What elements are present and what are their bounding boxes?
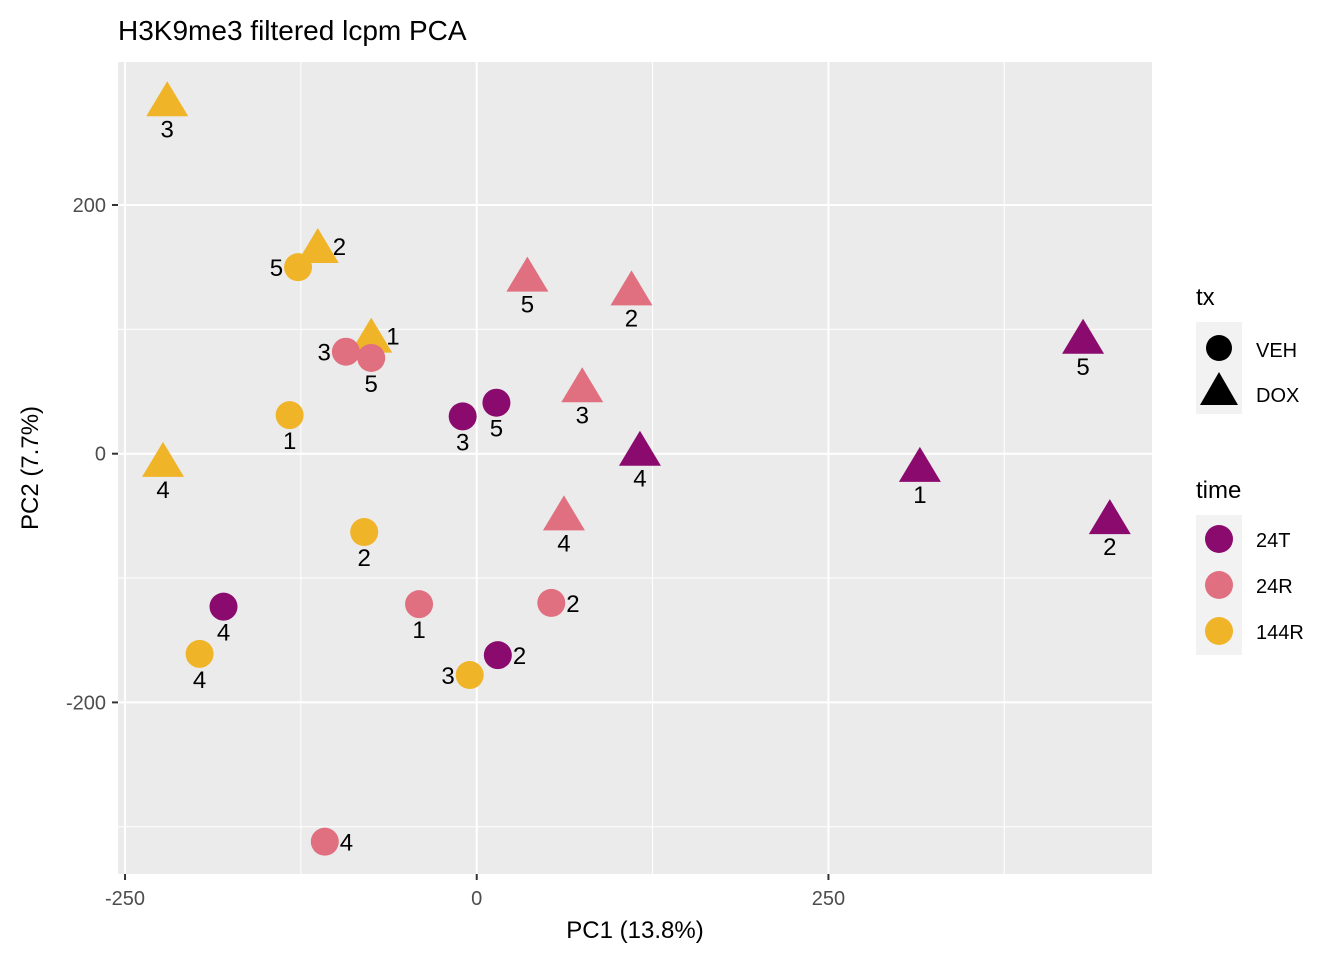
chart-title: H3K9me3 filtered lcpm PCA — [118, 15, 467, 46]
point-veh-144r — [275, 401, 304, 430]
plot-panel — [118, 62, 1152, 874]
point-veh-24r — [357, 343, 386, 372]
point-label: 4 — [557, 530, 570, 557]
point-label: 5 — [1076, 354, 1089, 381]
legend-144r-label: 144R — [1256, 622, 1304, 644]
point-dox-24t — [1062, 318, 1105, 354]
x-axis: -250 0 250 — [105, 874, 845, 910]
point-label: 1 — [283, 428, 296, 455]
legend-24r-label: 24R — [1256, 576, 1293, 598]
point-veh-24r — [310, 827, 339, 856]
point-label: 1 — [913, 482, 926, 509]
legend-tx-title: tx — [1196, 284, 1215, 311]
legend-veh-label: VEH — [1256, 340, 1297, 362]
point-label: 4 — [193, 667, 206, 694]
y-tick-label: 200 — [73, 195, 106, 217]
point-label: 5 — [490, 416, 503, 443]
point-dox-144r — [296, 228, 339, 264]
point-label: 1 — [386, 324, 399, 351]
x-tick-label: -250 — [105, 888, 145, 910]
legend-24r-swatch — [1205, 571, 1233, 599]
y-tick-label: -200 — [66, 692, 106, 714]
data-points — [142, 81, 1131, 856]
legend-dox-label: DOX — [1256, 385, 1299, 407]
point-dox-24t — [898, 446, 941, 482]
point-veh-144r — [350, 518, 379, 547]
point-veh-24r — [405, 590, 434, 619]
point-label: 3 — [456, 429, 469, 456]
point-dox-144r — [142, 441, 185, 477]
point-label: 4 — [340, 830, 353, 857]
point-veh-24t — [209, 592, 238, 621]
point-label: 4 — [156, 477, 169, 504]
x-tick-label: 0 — [471, 888, 482, 910]
point-label: 3 — [441, 663, 454, 690]
point-dox-24r — [542, 495, 585, 531]
point-dox-24r — [561, 367, 604, 403]
legend-144r-swatch — [1205, 617, 1233, 645]
point-dox-144r — [350, 317, 393, 353]
point-label: 1 — [412, 617, 425, 644]
point-veh-24r — [331, 337, 360, 366]
legend-veh-circle-icon — [1206, 335, 1232, 361]
point-dox-24r — [610, 270, 653, 306]
point-label: 2 — [625, 305, 638, 332]
point-veh-24t — [483, 641, 512, 670]
point-label: 2 — [333, 234, 346, 261]
y-axis: -200 0 200 — [66, 195, 118, 714]
point-label: 2 — [1103, 534, 1116, 561]
point-dox-24r — [506, 256, 549, 292]
x-tick-label: 250 — [812, 888, 845, 910]
legend-24t-label: 24T — [1256, 530, 1290, 552]
point-label: 5 — [270, 255, 283, 282]
point-label: 3 — [318, 340, 331, 367]
point-label: 2 — [358, 545, 371, 572]
point-veh-144r — [284, 253, 313, 282]
legend-tx: tx VEH DOX — [1196, 284, 1299, 414]
point-dox-24t — [618, 430, 661, 466]
point-label: 2 — [566, 591, 579, 618]
point-veh-24t — [448, 402, 477, 431]
legend-time-title: time — [1196, 477, 1241, 504]
point-veh-24r — [537, 588, 566, 617]
point-label: 3 — [161, 116, 174, 143]
legend-24t-swatch — [1205, 525, 1233, 553]
legend-time: time 24T 24R 144R — [1196, 477, 1304, 655]
point-label: 3 — [576, 402, 589, 429]
point-dox-24t — [1088, 499, 1131, 535]
legend-dox-triangle-icon — [1200, 372, 1238, 405]
point-label: 4 — [633, 466, 646, 493]
point-veh-144r — [185, 639, 214, 668]
point-label: 2 — [513, 643, 526, 670]
point-label: 4 — [217, 620, 230, 647]
point-label: 5 — [521, 292, 534, 319]
point-veh-144r — [455, 661, 484, 690]
minor-gridlines — [118, 62, 1152, 874]
x-axis-title: PC1 (13.8%) — [566, 917, 703, 944]
point-veh-24t — [482, 388, 511, 417]
point-label: 5 — [365, 371, 378, 398]
point-dox-144r — [146, 81, 189, 117]
y-tick-label: 0 — [95, 444, 106, 466]
y-axis-title: PC2 (7.7%) — [17, 406, 44, 530]
